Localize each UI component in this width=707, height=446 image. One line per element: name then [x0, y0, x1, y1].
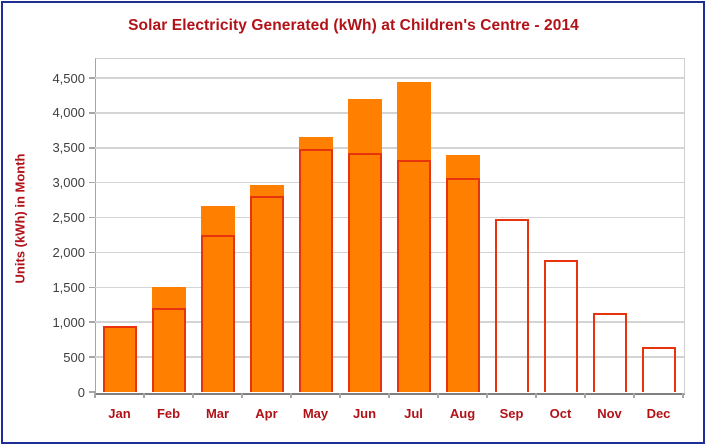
x-axis-tick: [388, 393, 390, 398]
x-axis-tick: [437, 393, 439, 398]
y-tick-label: 500: [63, 349, 85, 365]
y-tick-label: 3,000: [52, 175, 85, 191]
x-axis-tick: [241, 393, 243, 398]
bar-jun-outline: [347, 153, 382, 392]
x-axis-label-mar: Mar: [205, 406, 230, 421]
y-axis-tick: [89, 321, 95, 323]
gridline-4000: [95, 112, 684, 114]
y-axis-tick: [89, 251, 95, 254]
bar-apr-outline: [249, 195, 284, 392]
x-axis-label-nov: Nov: [597, 406, 622, 421]
x-axis-label-apr: Apr: [255, 406, 278, 421]
bar-dec-outline: [641, 346, 676, 392]
y-tick-label: 2,000: [52, 244, 85, 260]
x-axis-tick: [192, 393, 194, 398]
bar-jun-filled: [347, 98, 382, 392]
bar-aug-filled: [445, 155, 480, 392]
bar-may-filled: [298, 136, 333, 392]
x-axis-label-jan: Jan: [108, 406, 131, 421]
x-axis-label-jul: Jul: [404, 406, 423, 421]
bar-apr-filled: [249, 184, 284, 392]
x-axis-label-feb: Feb: [156, 406, 181, 421]
gridline-3500: [95, 147, 684, 149]
bar-nov-outline: [592, 313, 627, 392]
x-axis-tick: [682, 393, 684, 398]
x-axis-tick: [339, 393, 341, 398]
bar-sep-outline: [494, 219, 529, 392]
x-axis-label-aug: Aug: [449, 406, 476, 421]
y-tick-label: 2,500: [52, 210, 85, 226]
bar-jul-filled: [396, 82, 431, 392]
x-axis-label-may: May: [302, 406, 329, 421]
bar-may-outline: [298, 149, 333, 392]
y-axis-tick: [89, 286, 95, 289]
y-tick-label: 4,500: [52, 70, 85, 86]
x-axis-tick: [584, 393, 586, 398]
y-axis-tick: [89, 181, 95, 184]
y-axis-tick: [89, 216, 95, 219]
x-axis-label-dec: Dec: [646, 406, 671, 421]
x-axis-tick: [535, 393, 537, 398]
x-axis-tick: [290, 393, 292, 398]
bar-jul-outline: [396, 160, 431, 392]
y-axis-tick: [89, 147, 95, 149]
plot-area: [95, 58, 685, 395]
bar-aug-outline: [445, 178, 480, 392]
gridline-1500: [95, 286, 684, 289]
bar-feb-filled: [151, 287, 186, 392]
x-axis-tick: [94, 393, 96, 398]
x-axis-label-jun: Jun: [352, 406, 377, 421]
bar-mar-outline: [200, 235, 235, 392]
bar-jan-filled: [102, 327, 137, 392]
gridline-2500: [95, 216, 684, 219]
gridline-3000: [95, 181, 684, 184]
y-tick-label: 4,000: [52, 105, 85, 121]
x-axis-label-oct: Oct: [549, 406, 572, 421]
x-axis-tick: [143, 393, 145, 398]
bar-oct-outline: [543, 260, 578, 392]
y-axis-tick: [89, 77, 95, 79]
y-tick-label: 1,500: [52, 279, 85, 295]
x-axis-tick: [633, 393, 635, 398]
gridline-4500: [95, 77, 684, 79]
gridline-500: [95, 356, 684, 358]
x-axis-label-sep: Sep: [499, 406, 524, 421]
y-tick-label: 3,500: [52, 140, 85, 156]
y-axis-tick: [89, 391, 95, 393]
gridline-1000: [95, 321, 684, 323]
y-axis-tick: [89, 356, 95, 358]
bar-jan-outline: [102, 326, 137, 392]
y-tick-label: 1,000: [52, 314, 85, 330]
x-axis-tick: [486, 393, 488, 398]
y-axis-tick: [89, 112, 95, 114]
gridline-2000: [95, 251, 684, 254]
y-tick-label: 0: [77, 384, 85, 400]
chart-title: Solar Electricity Generated (kWh) at Chi…: [128, 17, 579, 34]
bar-feb-outline: [151, 307, 186, 392]
